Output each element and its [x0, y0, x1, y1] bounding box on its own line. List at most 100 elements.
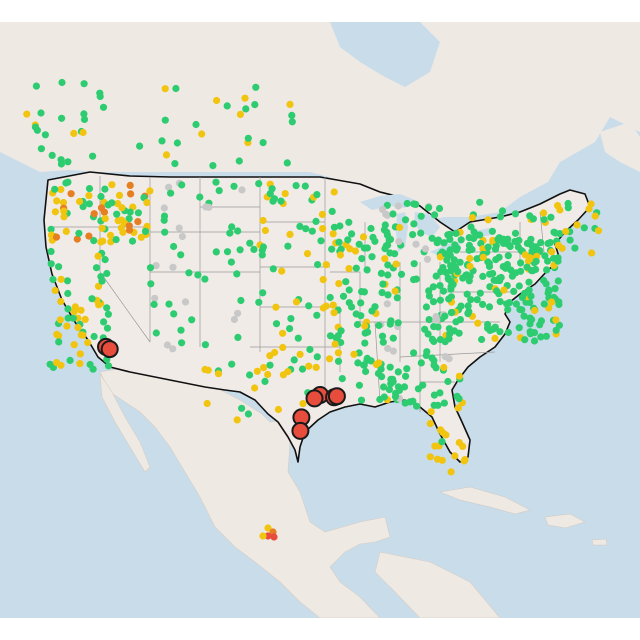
station-marker[interactable]: [81, 315, 89, 323]
station-marker[interactable]: [99, 103, 108, 111]
station-marker[interactable]: [450, 256, 458, 264]
station-marker[interactable]: [585, 205, 593, 213]
station-marker[interactable]: [440, 399, 448, 407]
station-marker[interactable]: [491, 323, 499, 331]
station-marker[interactable]: [281, 190, 289, 198]
station-marker[interactable]: [379, 280, 387, 288]
station-marker[interactable]: [301, 182, 309, 190]
station-marker[interactable]: [96, 89, 104, 97]
station-marker[interactable]: [447, 282, 455, 290]
station-marker[interactable]: [51, 286, 59, 295]
station-marker[interactable]: [507, 266, 515, 274]
station-marker[interactable]: [511, 210, 520, 218]
station-marker[interactable]: [526, 328, 534, 336]
station-marker[interactable]: [465, 307, 473, 316]
station-marker[interactable]: [317, 237, 325, 245]
station-marker[interactable]: [423, 348, 431, 356]
station-marker[interactable]: [90, 210, 98, 218]
station-marker[interactable]: [76, 197, 84, 206]
station-marker[interactable]: [451, 241, 459, 249]
station-marker[interactable]: [528, 316, 536, 324]
station-marker[interactable]: [335, 238, 343, 246]
station-marker[interactable]: [284, 242, 292, 250]
station-marker[interactable]: [188, 316, 196, 324]
station-marker[interactable]: [57, 275, 65, 283]
station-marker[interactable]: [547, 213, 555, 221]
station-marker[interactable]: [49, 275, 57, 284]
station-marker[interactable]: [353, 320, 362, 329]
station-marker[interactable]: [517, 259, 525, 267]
station-marker[interactable]: [228, 223, 236, 231]
station-marker[interactable]: [438, 438, 446, 446]
station-marker[interactable]: [177, 326, 185, 334]
station-marker[interactable]: [77, 331, 85, 339]
unhealthy-station-marker[interactable]: [100, 340, 119, 359]
station-marker[interactable]: [259, 216, 267, 225]
station-marker[interactable]: [544, 257, 552, 265]
station-marker[interactable]: [264, 524, 272, 532]
station-marker[interactable]: [468, 214, 476, 222]
station-marker[interactable]: [377, 269, 385, 277]
station-marker[interactable]: [511, 229, 520, 237]
station-marker[interactable]: [288, 118, 296, 126]
station-marker[interactable]: [393, 294, 401, 302]
station-marker[interactable]: [527, 292, 535, 300]
station-marker[interactable]: [334, 349, 342, 357]
station-marker[interactable]: [246, 371, 254, 379]
station-marker[interactable]: [48, 151, 56, 159]
station-marker[interactable]: [551, 285, 559, 293]
station-marker[interactable]: [427, 408, 435, 416]
station-marker[interactable]: [363, 266, 371, 274]
station-marker[interactable]: [504, 306, 512, 314]
station-marker[interactable]: [251, 101, 259, 109]
station-marker[interactable]: [530, 337, 539, 345]
station-marker[interactable]: [252, 83, 260, 91]
station-marker[interactable]: [226, 229, 234, 237]
station-marker[interactable]: [431, 211, 439, 219]
station-marker[interactable]: [165, 300, 173, 308]
station-marker[interactable]: [173, 139, 181, 147]
station-marker[interactable]: [178, 232, 186, 241]
station-marker[interactable]: [94, 252, 102, 260]
station-marker[interactable]: [312, 217, 320, 225]
station-marker[interactable]: [455, 329, 463, 337]
station-marker[interactable]: [73, 235, 81, 243]
station-marker[interactable]: [181, 298, 190, 306]
station-marker[interactable]: [143, 199, 151, 207]
station-marker[interactable]: [521, 336, 529, 344]
station-marker[interactable]: [104, 201, 112, 209]
station-marker[interactable]: [104, 310, 112, 318]
station-marker[interactable]: [235, 157, 243, 165]
station-marker[interactable]: [329, 301, 337, 309]
station-marker[interactable]: [326, 332, 335, 340]
station-marker[interactable]: [497, 273, 505, 282]
station-marker[interactable]: [436, 426, 445, 434]
station-marker[interactable]: [64, 305, 72, 313]
station-marker[interactable]: [55, 263, 63, 271]
station-marker[interactable]: [270, 533, 278, 541]
station-marker[interactable]: [517, 267, 525, 275]
station-marker[interactable]: [330, 188, 338, 196]
station-marker[interactable]: [496, 213, 505, 221]
station-marker[interactable]: [520, 312, 528, 320]
station-marker[interactable]: [358, 288, 366, 296]
station-marker[interactable]: [484, 216, 492, 224]
station-marker[interactable]: [485, 303, 494, 311]
station-marker[interactable]: [136, 142, 144, 150]
station-marker[interactable]: [101, 215, 109, 223]
station-marker[interactable]: [98, 224, 106, 232]
station-marker[interactable]: [258, 251, 266, 259]
station-marker[interactable]: [526, 254, 534, 262]
station-marker[interactable]: [288, 111, 296, 119]
station-marker[interactable]: [113, 210, 121, 218]
station-marker[interactable]: [279, 371, 287, 379]
station-marker[interactable]: [428, 234, 436, 242]
station-marker[interactable]: [259, 532, 267, 540]
station-marker[interactable]: [57, 361, 65, 369]
station-marker[interactable]: [79, 128, 87, 137]
station-marker[interactable]: [308, 227, 316, 235]
station-marker[interactable]: [146, 264, 155, 272]
station-marker[interactable]: [90, 237, 98, 245]
station-marker[interactable]: [55, 338, 63, 346]
station-marker[interactable]: [170, 310, 178, 318]
